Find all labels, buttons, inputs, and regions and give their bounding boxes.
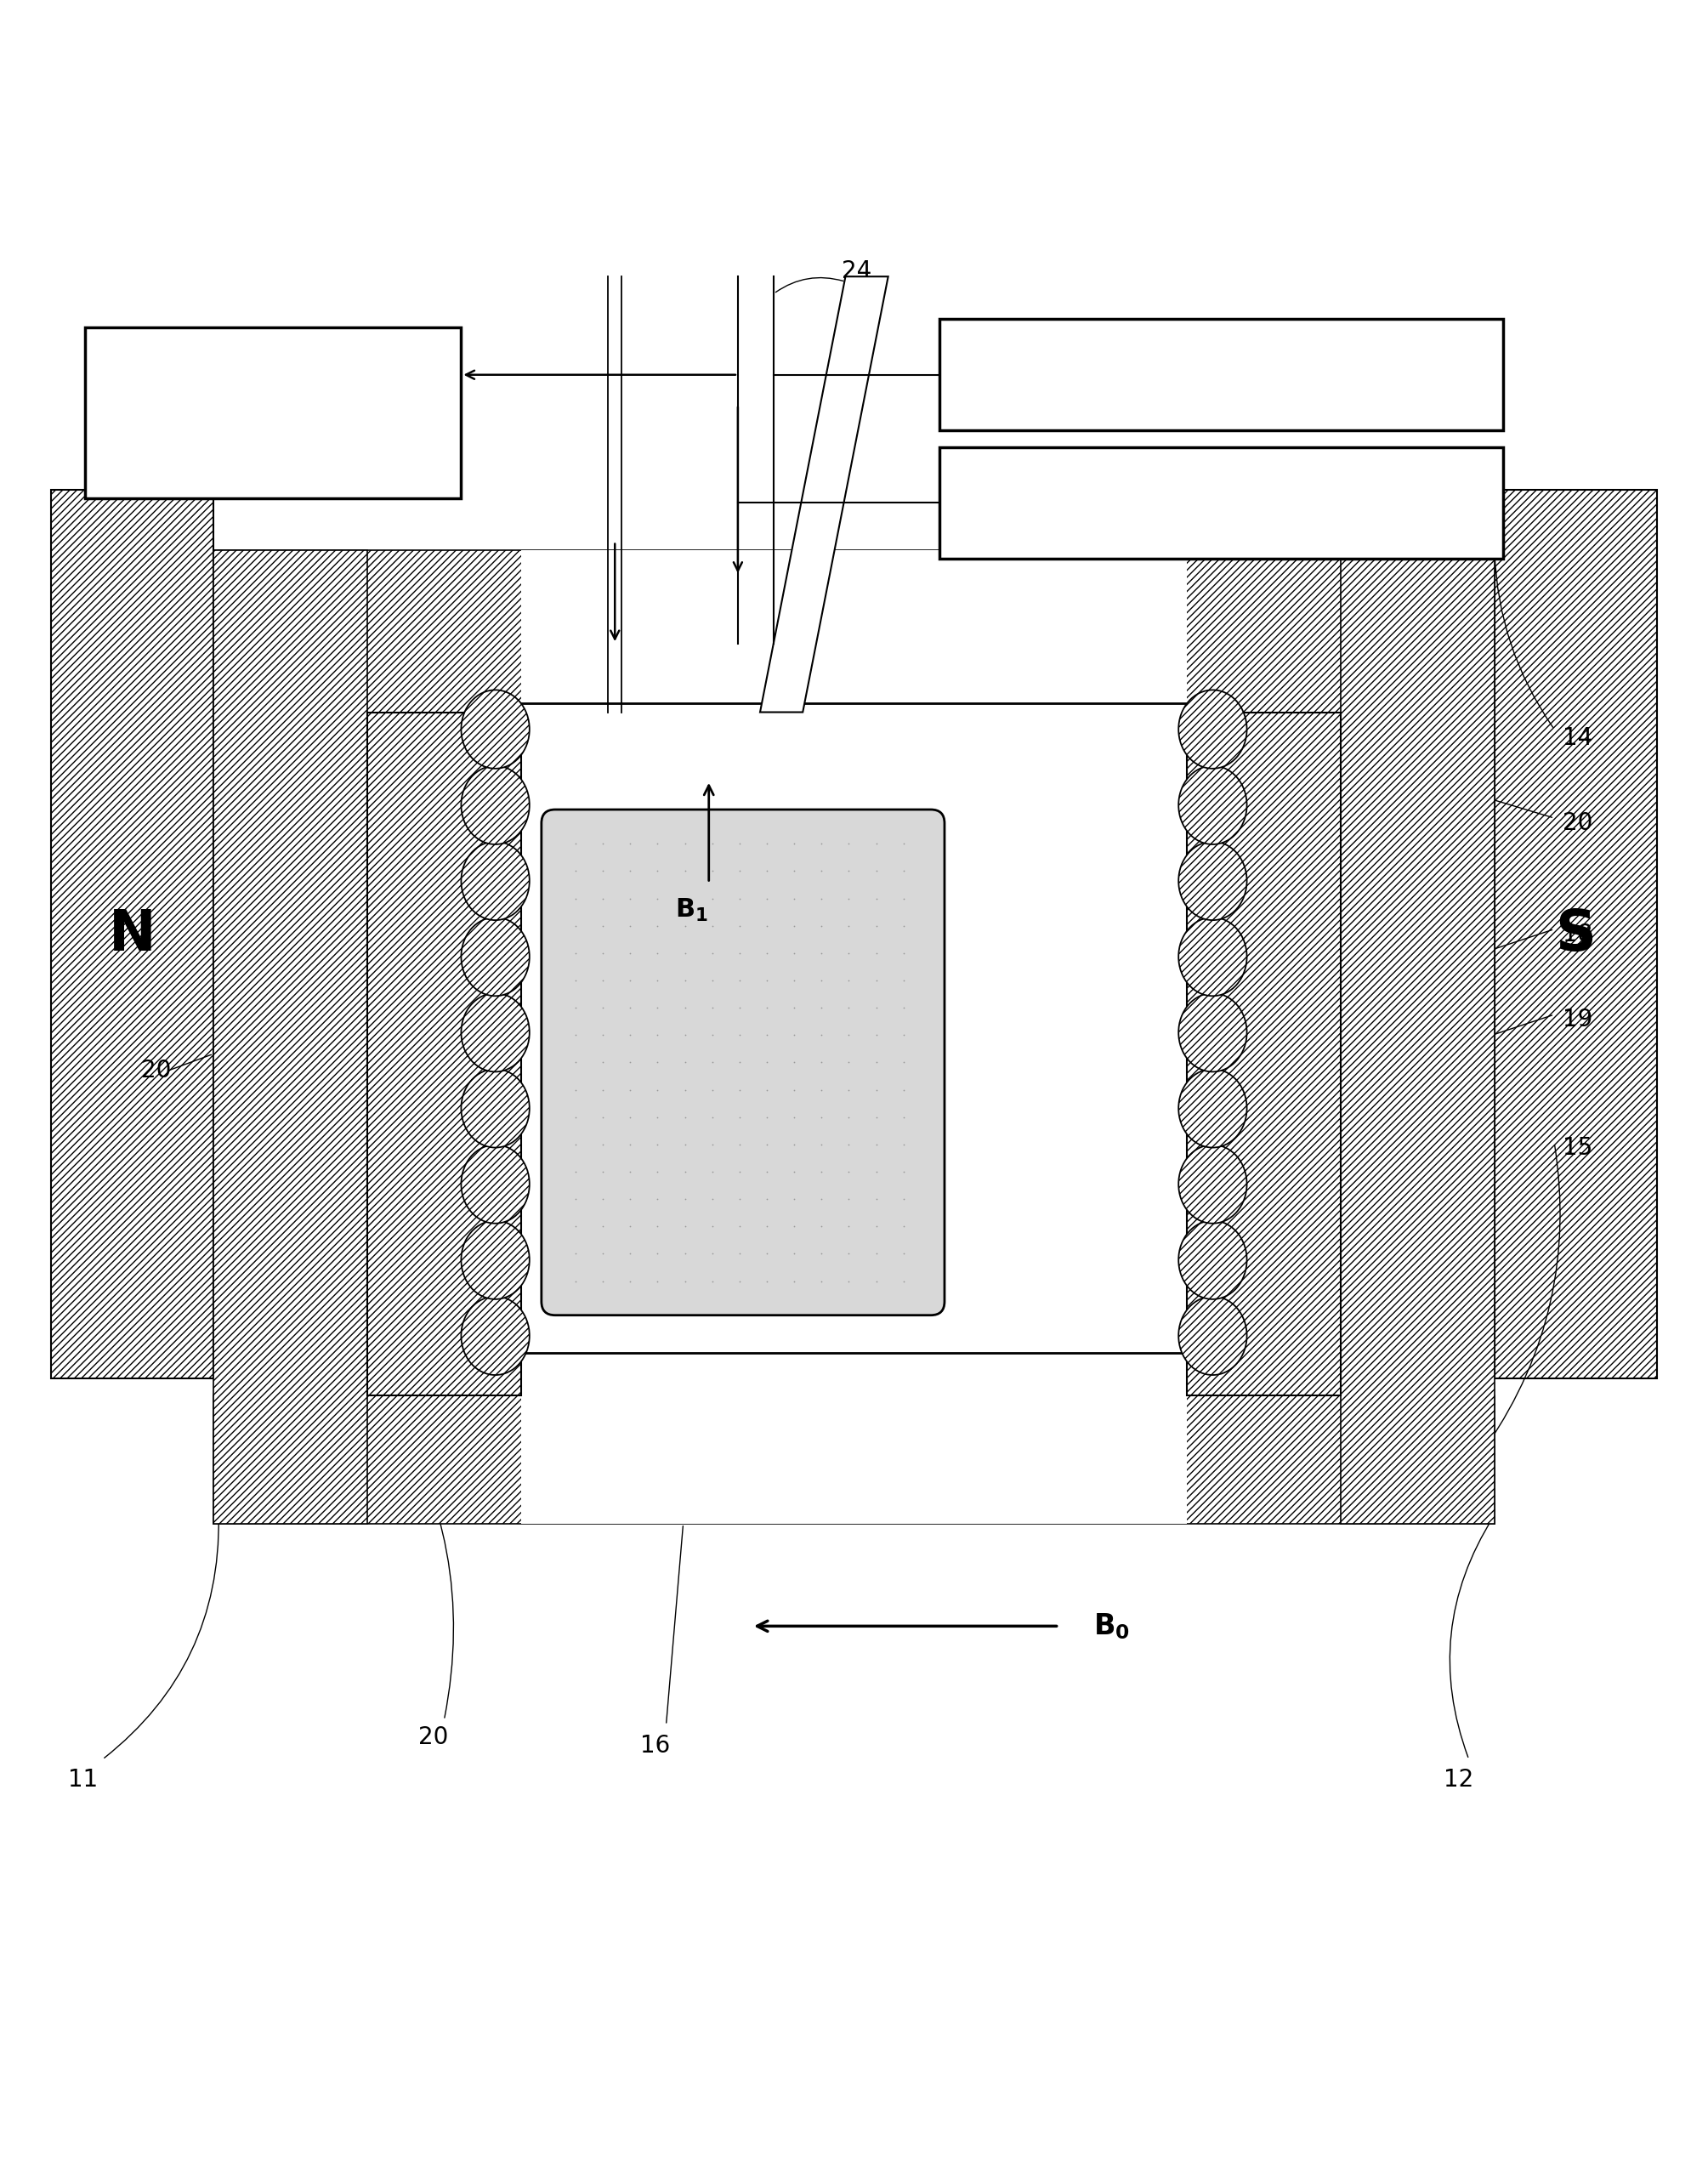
Ellipse shape bbox=[1179, 1068, 1247, 1147]
Ellipse shape bbox=[461, 992, 529, 1073]
Bar bbox=[367, 712, 521, 1395]
Text: 20: 20 bbox=[418, 1726, 449, 1750]
Text: 19: 19 bbox=[1563, 1007, 1594, 1031]
Bar bbox=[1341, 551, 1494, 1523]
Ellipse shape bbox=[461, 918, 529, 997]
FancyBboxPatch shape bbox=[541, 809, 945, 1314]
Text: 34: 34 bbox=[1025, 812, 1056, 836]
Text: 14: 14 bbox=[1563, 727, 1594, 751]
Bar bbox=[214, 551, 367, 1523]
Ellipse shape bbox=[461, 1068, 529, 1147]
Text: 18: 18 bbox=[1563, 923, 1594, 947]
Polygon shape bbox=[760, 276, 888, 712]
Ellipse shape bbox=[1179, 918, 1247, 997]
Text: 11: 11 bbox=[68, 1767, 99, 1791]
Text: - 32 -: - 32 - bbox=[1184, 361, 1259, 390]
Bar bbox=[939, 320, 1503, 431]
Text: 24: 24 bbox=[842, 259, 873, 283]
Bar bbox=[504, 703, 1204, 1353]
Ellipse shape bbox=[461, 1145, 529, 1223]
Ellipse shape bbox=[461, 1297, 529, 1375]
Bar bbox=[214, 1395, 1494, 1523]
Ellipse shape bbox=[1179, 1297, 1247, 1375]
Text: N: N bbox=[109, 905, 155, 962]
Text: 20: 20 bbox=[140, 1060, 171, 1084]
Bar bbox=[85, 329, 461, 498]
Text: $\mathbf{B_0}$: $\mathbf{B_0}$ bbox=[1093, 1612, 1129, 1641]
Bar bbox=[367, 712, 521, 1395]
Text: 12: 12 bbox=[1443, 1767, 1474, 1791]
Ellipse shape bbox=[461, 766, 529, 844]
Bar bbox=[939, 448, 1503, 559]
Text: 28: 28 bbox=[1025, 905, 1056, 929]
Bar bbox=[1494, 490, 1657, 1377]
Bar bbox=[214, 551, 1494, 712]
Text: - 30 -: - 30 - bbox=[1184, 490, 1259, 518]
Text: 22: 22 bbox=[299, 870, 330, 894]
Text: 20: 20 bbox=[1563, 812, 1594, 836]
Text: 15: 15 bbox=[1563, 1136, 1594, 1160]
Bar bbox=[521, 551, 1187, 1523]
Ellipse shape bbox=[461, 690, 529, 768]
Text: $\mathbf{B_1}$: $\mathbf{B_1}$ bbox=[675, 897, 709, 923]
Bar bbox=[1187, 712, 1341, 1395]
Ellipse shape bbox=[1179, 842, 1247, 920]
Bar bbox=[51, 490, 214, 1377]
Ellipse shape bbox=[461, 1221, 529, 1299]
Ellipse shape bbox=[1179, 1145, 1247, 1223]
Text: S: S bbox=[1556, 905, 1595, 962]
Text: - 26 -: - 26 - bbox=[236, 398, 311, 426]
Text: 16: 16 bbox=[640, 1734, 671, 1758]
Ellipse shape bbox=[1179, 1221, 1247, 1299]
Ellipse shape bbox=[461, 842, 529, 920]
Ellipse shape bbox=[1179, 992, 1247, 1073]
Ellipse shape bbox=[1179, 690, 1247, 768]
Ellipse shape bbox=[1179, 766, 1247, 844]
Bar bbox=[1187, 712, 1341, 1395]
